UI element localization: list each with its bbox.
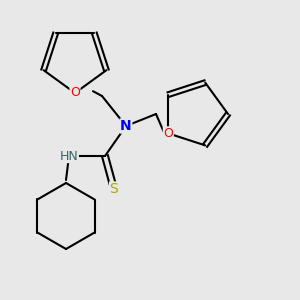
Text: S: S xyxy=(110,182,118,196)
Text: HN: HN xyxy=(60,149,78,163)
Text: O: O xyxy=(70,86,80,100)
Text: O: O xyxy=(164,127,173,140)
Text: N: N xyxy=(120,119,132,133)
